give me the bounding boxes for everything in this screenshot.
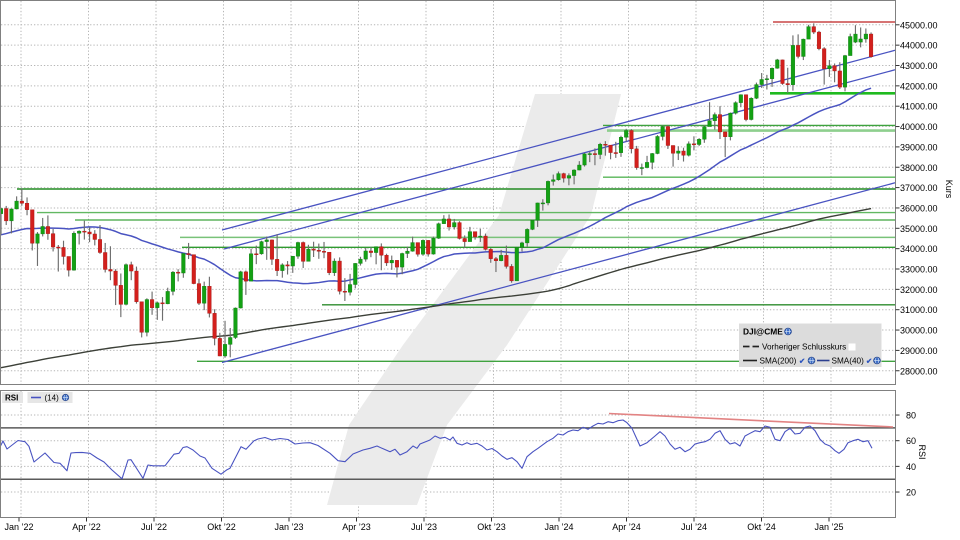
svg-text:33000.00: 33000.00 (900, 265, 938, 275)
svg-text:SMA(40): SMA(40) (832, 357, 865, 366)
svg-text:29000.00: 29000.00 (900, 346, 938, 356)
svg-text:Apr ’23: Apr ’23 (342, 522, 371, 532)
svg-text:Jan ’25: Jan ’25 (814, 522, 843, 532)
svg-text:30000.00: 30000.00 (900, 326, 938, 336)
svg-text:Okt ’24: Okt ’24 (747, 522, 776, 532)
svg-text:RSI: RSI (5, 394, 18, 403)
svg-text:✔: ✔ (866, 357, 872, 366)
svg-text:DJI@CME: DJI@CME (743, 327, 783, 337)
svg-text:Jul ’24: Jul ’24 (681, 522, 707, 532)
svg-text:Jan ’24: Jan ’24 (544, 522, 573, 532)
svg-text:Apr ’24: Apr ’24 (612, 522, 641, 532)
svg-text:RSI: RSI (917, 444, 927, 459)
svg-text:Okt ’22: Okt ’22 (207, 522, 236, 532)
svg-text:36000.00: 36000.00 (900, 203, 938, 213)
svg-text:37000.00: 37000.00 (900, 183, 938, 193)
svg-text:41000.00: 41000.00 (900, 102, 938, 112)
svg-text:Jul ’23: Jul ’23 (411, 522, 437, 532)
svg-text:42000.00: 42000.00 (900, 81, 938, 91)
svg-text:Apr ’22: Apr ’22 (72, 522, 101, 532)
svg-text:✔: ✔ (799, 357, 805, 366)
svg-text:35000.00: 35000.00 (900, 224, 938, 234)
svg-text:60: 60 (906, 436, 916, 446)
svg-text:(14): (14) (45, 394, 60, 403)
svg-text:Jan ’23: Jan ’23 (274, 522, 303, 532)
svg-text:Okt ’23: Okt ’23 (477, 522, 506, 532)
svg-text:80: 80 (906, 411, 916, 421)
svg-text:39000.00: 39000.00 (900, 142, 938, 152)
svg-text:SMA(200): SMA(200) (760, 357, 797, 366)
svg-text:Jul ’22: Jul ’22 (141, 522, 167, 532)
svg-text:Vorheriger Schlusskurs: Vorheriger Schlusskurs (762, 343, 846, 352)
svg-text:40: 40 (906, 462, 916, 472)
svg-text:34000.00: 34000.00 (900, 244, 938, 254)
svg-text:43000.00: 43000.00 (900, 61, 938, 71)
svg-text:40000.00: 40000.00 (900, 122, 938, 132)
svg-text:28000.00: 28000.00 (900, 366, 938, 376)
svg-text:45000.00: 45000.00 (900, 20, 938, 30)
svg-text:44000.00: 44000.00 (900, 41, 938, 51)
svg-text:32000.00: 32000.00 (900, 285, 938, 295)
svg-text:Jan ’22: Jan ’22 (4, 522, 33, 532)
svg-text:20: 20 (906, 488, 916, 498)
svg-text:Kurs: Kurs (944, 180, 954, 199)
svg-text:38000.00: 38000.00 (900, 163, 938, 173)
svg-text:31000.00: 31000.00 (900, 305, 938, 315)
